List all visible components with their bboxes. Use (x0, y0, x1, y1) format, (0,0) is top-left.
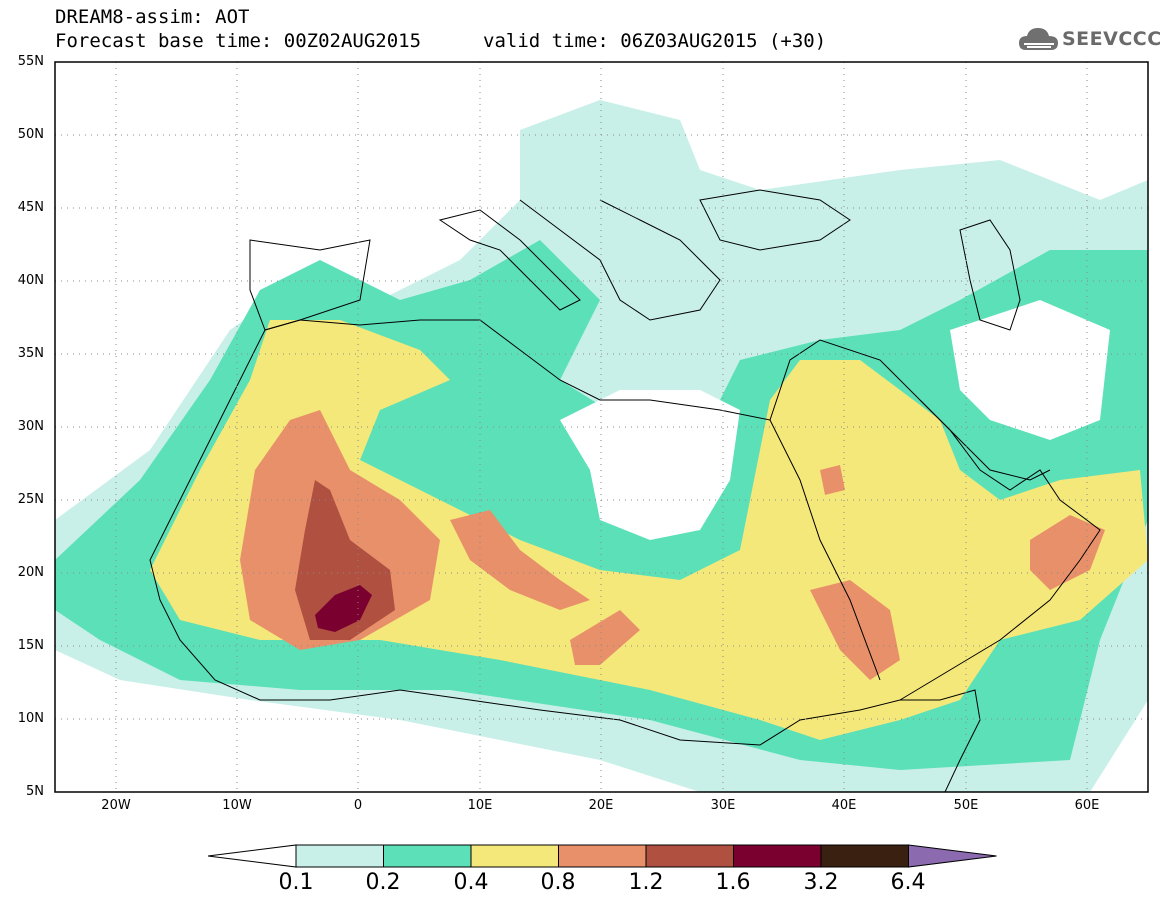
lat-label: 45N (17, 200, 44, 215)
aot-layer-0.8-oman (1030, 515, 1105, 590)
coastlines (149, 189, 1101, 792)
lat-lon-grid (55, 62, 1148, 792)
aot-layer-0.8-arabia (820, 465, 845, 495)
seevccc-logo: SEEVCCC (1018, 24, 1161, 56)
lat-label: 30N (17, 419, 44, 434)
color-bar-label: 1.2 (628, 870, 664, 895)
coast-caspian (959, 219, 1021, 331)
color-bar-label: 6.4 (890, 870, 926, 895)
aot-layer-0.8-redsea (810, 580, 900, 680)
aot-clear-caspian (950, 300, 1110, 440)
lat-label: 50N (17, 127, 44, 142)
map-title: DREAM8-assim: AOT (55, 6, 250, 28)
coast-arabia (769, 339, 1101, 701)
lat-label: 10N (17, 711, 44, 726)
lat-label: 25N (17, 492, 44, 507)
color-bar-label: 3.2 (803, 870, 839, 895)
lon-label: 40E (831, 798, 857, 813)
coast-iberia-france (249, 239, 371, 331)
coast-africa-north (264, 319, 771, 421)
forecast-base-time: Forecast base time: 00Z02AUG2015 (55, 30, 422, 52)
color-bar-label: 0.4 (453, 870, 489, 895)
aot-layer-1.2 (295, 480, 395, 640)
coast-balkans (519, 199, 721, 321)
lat-label: 35N (17, 346, 44, 361)
lat-label: 5N (26, 784, 44, 799)
coast-redsea-west (769, 419, 881, 681)
coast-gulf (919, 399, 1051, 481)
color-bar-label: 0.2 (365, 870, 401, 895)
coast-blacksea (699, 189, 851, 251)
map-frame (54, 61, 1149, 793)
lon-label: 10E (467, 798, 493, 813)
lon-label: 10W (222, 798, 252, 813)
cloud-icon (1019, 28, 1058, 50)
lon-label: 20E (588, 798, 614, 813)
logo-text: SEEVCCC (1062, 28, 1162, 50)
aot-layer-0.4 (150, 320, 1148, 740)
color-bar-label: 0.1 (278, 870, 314, 895)
valid-time: valid time: 06Z03AUG2015 (+30) (483, 30, 827, 52)
color-bar-label: 1.6 (715, 870, 751, 895)
aot-layer-0.8-chad (450, 510, 590, 610)
coast-africa-west (149, 329, 981, 792)
lon-label: 30E (710, 798, 736, 813)
coast-italy (438, 209, 581, 311)
lon-label: 50E (953, 798, 979, 813)
lat-label: 20N (17, 565, 44, 580)
lon-label: 0 (353, 798, 363, 813)
lon-label: 60E (1074, 798, 1100, 813)
aot-layer-0.8-sudan (570, 610, 640, 665)
lat-label: 15N (17, 638, 44, 653)
lat-label: 40N (17, 273, 44, 288)
color-bar-label: 0.8 (540, 870, 576, 895)
lat-label: 55N (17, 54, 44, 69)
aot-clear-libya (560, 390, 740, 540)
lon-label: 20W (101, 798, 131, 813)
